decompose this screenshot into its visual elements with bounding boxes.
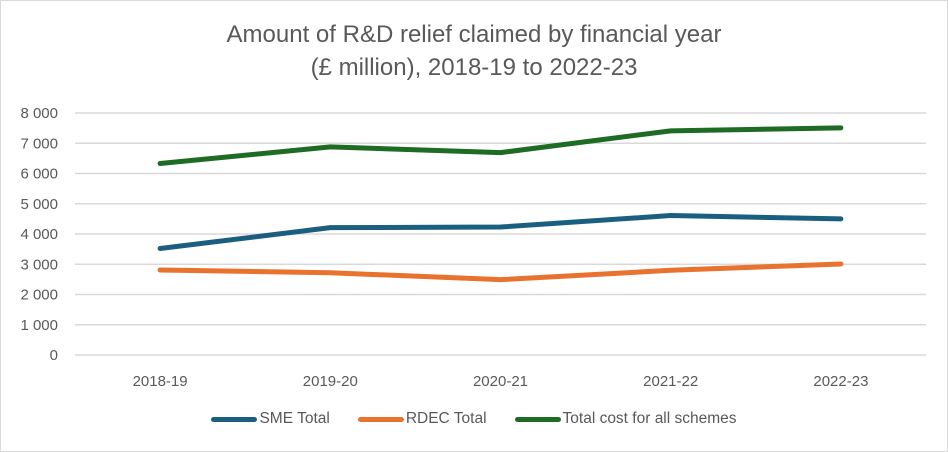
series-lines (157, 125, 844, 283)
x-tick-label: 2022-23 (813, 373, 868, 390)
legend-item: RDEC Total (357, 410, 487, 428)
y-tick-label: 0 (50, 347, 58, 364)
x-tick-label: 2018-19 (133, 373, 188, 390)
y-tick-label: 8 000 (20, 105, 58, 122)
x-axis-ticks: 2018-19 2019-20 2020-21 2021-22 2022-23 (133, 373, 869, 390)
series-line-0 (157, 213, 844, 252)
legend-label: RDEC Total (405, 410, 487, 427)
x-tick-label: 2019-20 (303, 373, 358, 390)
legend: SME Total RDEC Total Total cost for all sc… (0, 410, 948, 428)
y-tick-label: 1 000 (20, 317, 58, 334)
x-tick-label: 2020-21 (473, 373, 528, 390)
y-tick-label: 4 000 (20, 226, 58, 243)
legend-swatch (357, 416, 404, 422)
chart-title-line1: Amount of R&D relief claimed by financia… (226, 21, 722, 48)
legend-label: SME Total (259, 410, 330, 427)
legend-swatch (514, 416, 561, 422)
chart-title-line2: (£ million), 2018-19 to 2022-23 (310, 54, 638, 81)
y-tick-label: 7 000 (20, 135, 58, 152)
y-tick-label: 3 000 (20, 256, 58, 273)
y-tick-label: 5 000 (20, 196, 58, 213)
chart-title: Amount of R&D relief claimed by financia… (0, 18, 948, 84)
y-tick-label: 6 000 (20, 166, 58, 183)
legend-label: Total cost for all schemes (562, 410, 737, 427)
x-tick-label: 2021-22 (643, 373, 698, 390)
y-tick-label: 2 000 (20, 287, 58, 304)
y-axis-ticks: 0 1 000 2 000 3 000 4 000 5 000 6 000 7 000 8 00… (20, 105, 58, 364)
legend-swatch (211, 416, 258, 422)
series-line-1 (157, 261, 844, 283)
legend-item: Total cost for all schemes (514, 410, 737, 428)
legend-item: SME Total (211, 410, 330, 428)
gridlines (75, 112, 926, 356)
series-line-2 (157, 125, 844, 167)
